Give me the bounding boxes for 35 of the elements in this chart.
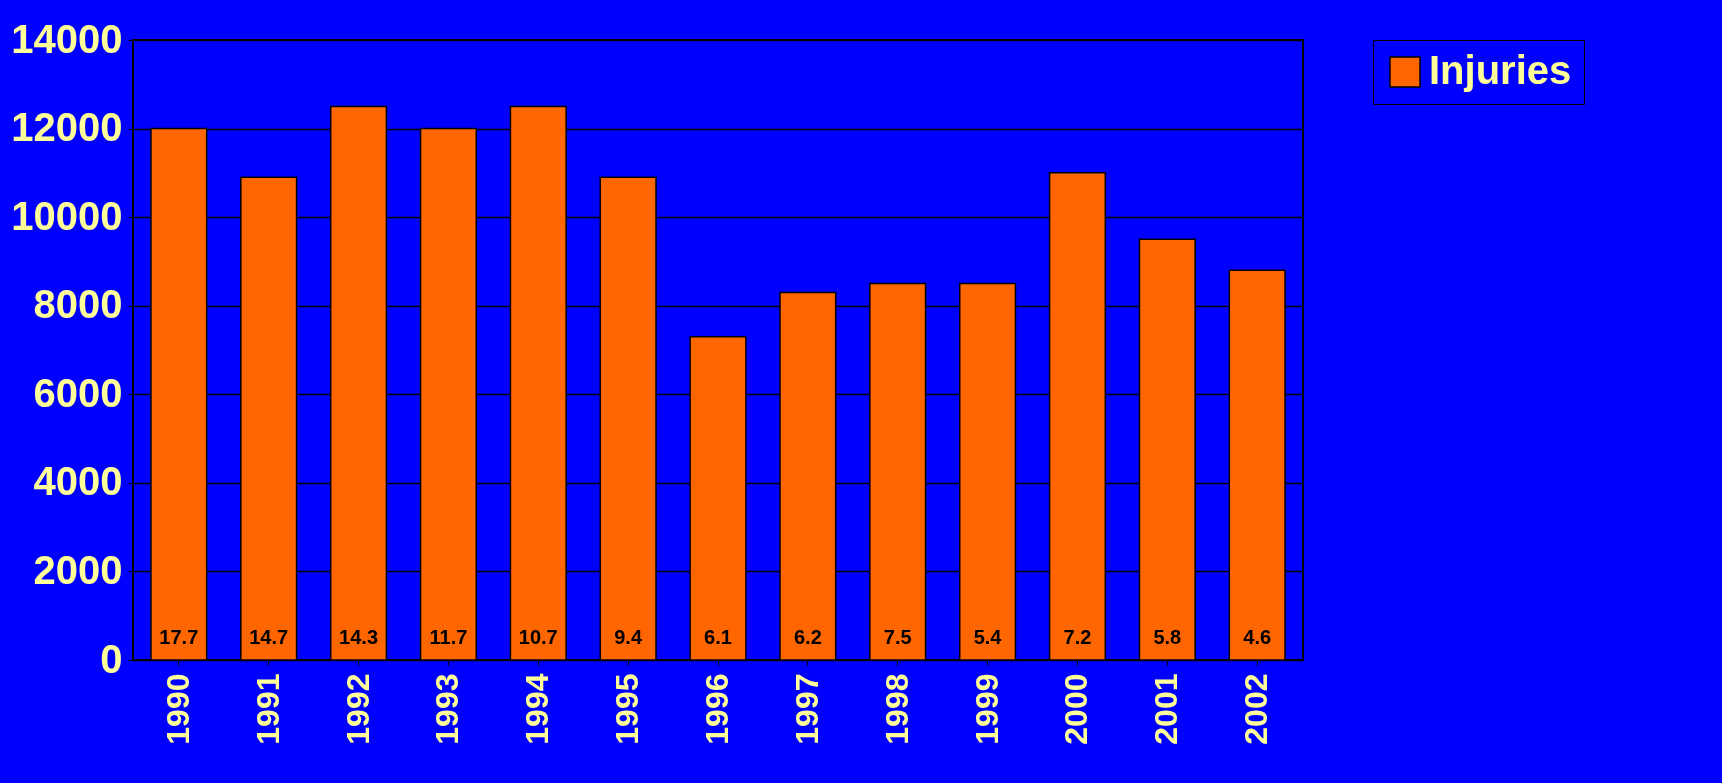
annotation: 14.7 [249, 626, 289, 648]
annotation: 17.7 [159, 626, 199, 648]
annotation: 14.3 [339, 626, 379, 648]
x-tick-label: 1992 [339, 673, 376, 745]
x-tick-label: 1991 [249, 673, 286, 745]
x-tick-label: 2000 [1058, 673, 1095, 745]
annotation: 5.8 [1153, 626, 1182, 648]
annotation: 5.4 [973, 626, 1003, 648]
x-tick-label: 1995 [609, 673, 646, 745]
y-tick-label: 10000 [11, 193, 123, 238]
x-tick-label: 1997 [788, 673, 825, 745]
x-tick-label: 1996 [699, 673, 735, 745]
x-tick-label: 1998 [878, 673, 915, 745]
legend-label: Injuries [1429, 48, 1572, 92]
y-tick-label: 4000 [33, 459, 123, 504]
y-tick-label: 14000 [11, 16, 123, 61]
x-tick-label: 1990 [159, 673, 196, 745]
annotation: 9.4 [614, 626, 643, 648]
y-tick-label: 6000 [33, 370, 123, 415]
annotation: 4.6 [1243, 626, 1272, 648]
x-tick-label: 1999 [968, 673, 1005, 745]
x-tick-label: 2001 [1148, 673, 1185, 745]
annotation: 6.1 [704, 626, 732, 648]
x-tick-label: 1993 [429, 673, 466, 745]
x-tick-label: 1994 [519, 673, 556, 745]
y-tick-label: 2000 [33, 547, 123, 592]
annotation: 7.5 [883, 626, 912, 648]
annotation: 6.2 [793, 626, 822, 648]
y-tick-label: 8000 [33, 282, 123, 327]
annotation: 10.7 [518, 626, 558, 648]
y-tick-label: 0 [100, 636, 123, 681]
annotation: 11.7 [429, 626, 468, 648]
x-tick-label: 2002 [1238, 673, 1275, 745]
annotation: 7.2 [1063, 626, 1092, 648]
y-tick-label: 12000 [11, 105, 123, 150]
